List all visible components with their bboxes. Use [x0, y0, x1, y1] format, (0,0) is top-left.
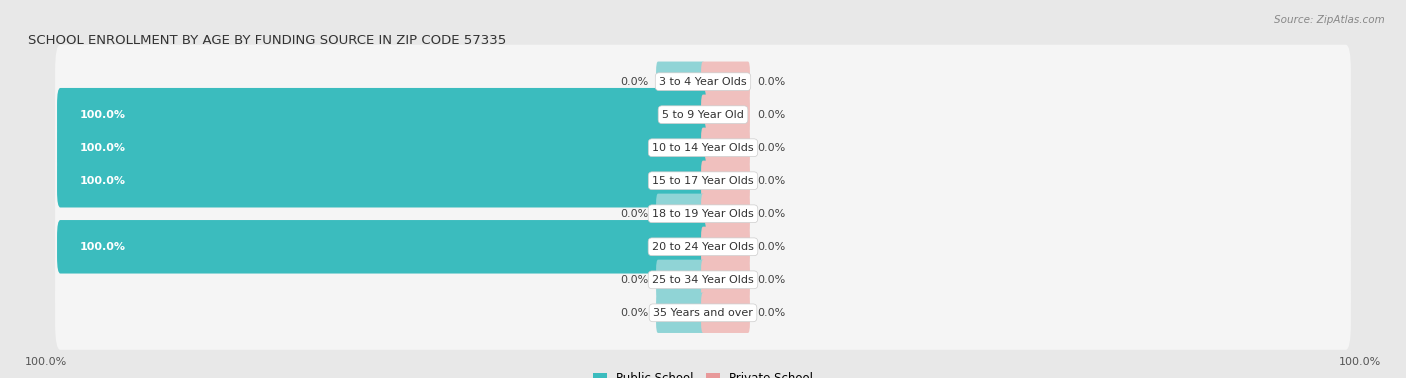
Text: 10 to 14 Year Olds: 10 to 14 Year Olds: [652, 143, 754, 153]
FancyBboxPatch shape: [702, 293, 749, 333]
FancyBboxPatch shape: [702, 128, 749, 168]
Text: 0.0%: 0.0%: [758, 308, 786, 318]
Text: 0.0%: 0.0%: [620, 275, 648, 285]
FancyBboxPatch shape: [55, 111, 1351, 185]
FancyBboxPatch shape: [657, 194, 704, 234]
FancyBboxPatch shape: [702, 62, 749, 102]
Text: 20 to 24 Year Olds: 20 to 24 Year Olds: [652, 242, 754, 252]
FancyBboxPatch shape: [702, 161, 749, 201]
Text: 100.0%: 100.0%: [80, 110, 125, 120]
Text: 100.0%: 100.0%: [25, 357, 67, 367]
FancyBboxPatch shape: [702, 94, 749, 135]
Text: 100.0%: 100.0%: [1339, 357, 1381, 367]
FancyBboxPatch shape: [58, 88, 706, 141]
Text: Source: ZipAtlas.com: Source: ZipAtlas.com: [1274, 15, 1385, 25]
Text: 3 to 4 Year Olds: 3 to 4 Year Olds: [659, 77, 747, 87]
Text: 5 to 9 Year Old: 5 to 9 Year Old: [662, 110, 744, 120]
FancyBboxPatch shape: [702, 260, 749, 300]
Text: 35 Years and over: 35 Years and over: [652, 308, 754, 318]
FancyBboxPatch shape: [702, 227, 749, 267]
FancyBboxPatch shape: [55, 276, 1351, 350]
Text: 100.0%: 100.0%: [80, 242, 125, 252]
Text: 15 to 17 Year Olds: 15 to 17 Year Olds: [652, 176, 754, 186]
Text: 0.0%: 0.0%: [758, 143, 786, 153]
Text: 0.0%: 0.0%: [758, 176, 786, 186]
Text: 0.0%: 0.0%: [620, 77, 648, 87]
Text: 18 to 19 Year Olds: 18 to 19 Year Olds: [652, 209, 754, 219]
FancyBboxPatch shape: [55, 177, 1351, 251]
FancyBboxPatch shape: [55, 243, 1351, 317]
Text: SCHOOL ENROLLMENT BY AGE BY FUNDING SOURCE IN ZIP CODE 57335: SCHOOL ENROLLMENT BY AGE BY FUNDING SOUR…: [28, 34, 506, 47]
FancyBboxPatch shape: [55, 144, 1351, 218]
Text: 0.0%: 0.0%: [620, 209, 648, 219]
Text: 100.0%: 100.0%: [80, 143, 125, 153]
FancyBboxPatch shape: [58, 121, 706, 175]
FancyBboxPatch shape: [55, 45, 1351, 119]
FancyBboxPatch shape: [657, 260, 704, 300]
FancyBboxPatch shape: [55, 210, 1351, 284]
Text: 0.0%: 0.0%: [758, 110, 786, 120]
FancyBboxPatch shape: [58, 220, 706, 274]
Text: 100.0%: 100.0%: [80, 176, 125, 186]
FancyBboxPatch shape: [58, 154, 706, 208]
FancyBboxPatch shape: [657, 62, 704, 102]
Legend: Public School, Private School: Public School, Private School: [588, 367, 818, 378]
FancyBboxPatch shape: [657, 293, 704, 333]
Text: 0.0%: 0.0%: [758, 77, 786, 87]
Text: 0.0%: 0.0%: [758, 209, 786, 219]
Text: 0.0%: 0.0%: [758, 242, 786, 252]
FancyBboxPatch shape: [55, 78, 1351, 152]
Text: 25 to 34 Year Olds: 25 to 34 Year Olds: [652, 275, 754, 285]
Text: 0.0%: 0.0%: [758, 275, 786, 285]
Text: 0.0%: 0.0%: [620, 308, 648, 318]
FancyBboxPatch shape: [702, 194, 749, 234]
